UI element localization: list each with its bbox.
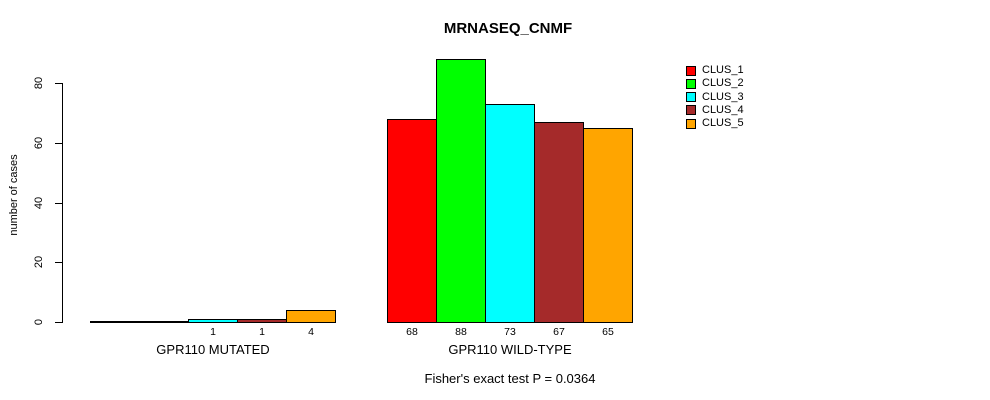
legend-swatch <box>686 65 696 76</box>
y-tick-label: 20 <box>33 256 45 269</box>
y-tick <box>55 142 62 144</box>
bar <box>387 119 437 323</box>
bar-value-label: 67 <box>553 326 565 338</box>
bar <box>188 319 238 323</box>
bar <box>436 59 486 323</box>
bar <box>286 310 336 323</box>
x-group-label: GPR110 MUTATED <box>156 342 270 357</box>
bar-value-label: 65 <box>602 326 614 338</box>
bar-value-label: 68 <box>406 326 418 338</box>
legend-item: CLUS_5 <box>686 118 744 129</box>
bar-value-label: 88 <box>455 326 467 338</box>
bar-value-label: 73 <box>504 326 516 338</box>
legend-item: CLUS_2 <box>686 78 744 89</box>
y-tick <box>55 83 62 84</box>
legend-swatch <box>686 78 696 89</box>
legend-item: CLUS_3 <box>686 90 744 103</box>
legend-swatch <box>686 105 696 116</box>
y-tick-label: 0 <box>33 318 45 326</box>
legend-label: CLUS_4 <box>702 103 744 116</box>
y-tick-label: 80 <box>33 76 45 90</box>
legend-swatch <box>686 118 696 129</box>
legend-item: CLUS_1 <box>686 65 744 76</box>
chart-title: MRNASEQ_CNMF <box>443 20 573 37</box>
bar-value-label: 1 <box>259 326 265 338</box>
bar <box>485 104 535 323</box>
y-tick-label: 60 <box>33 136 45 149</box>
bar <box>534 122 584 323</box>
x-group-label: GPR110 WILD-TYPE <box>448 342 572 357</box>
bar-value-label: 1 <box>210 326 216 338</box>
legend-label: CLUS_2 <box>702 77 744 90</box>
legend-item: CLUS_4 <box>686 103 744 116</box>
bar <box>237 319 287 323</box>
bar-zero <box>90 321 140 323</box>
y-tick-label: 40 <box>33 196 45 209</box>
y-axis-line <box>62 83 63 323</box>
bar <box>583 128 633 323</box>
caption: Fisher's exact test P = 0.0364 <box>424 371 596 386</box>
y-axis-label: number of cases <box>8 154 20 236</box>
y-tick <box>55 322 62 323</box>
legend-label: CLUS_3 <box>702 90 744 103</box>
legend-label: CLUS_1 <box>702 64 744 76</box>
y-tick <box>55 262 62 264</box>
y-tick <box>55 202 62 204</box>
bar-value-label: 4 <box>308 326 314 338</box>
legend-swatch <box>686 92 696 102</box>
bar-zero <box>139 321 189 323</box>
legend-label: CLUS_5 <box>702 117 744 129</box>
